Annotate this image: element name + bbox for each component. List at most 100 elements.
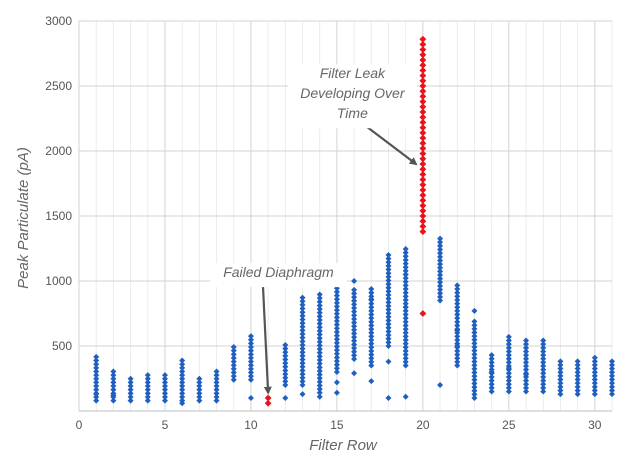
data-point bbox=[299, 298, 306, 305]
data-point bbox=[402, 304, 409, 310]
data-point bbox=[437, 279, 444, 286]
data-point bbox=[368, 340, 375, 347]
data-point bbox=[368, 300, 375, 307]
data-point bbox=[471, 384, 478, 391]
data-point bbox=[402, 293, 409, 300]
data-point bbox=[316, 389, 323, 396]
data-point bbox=[471, 391, 478, 398]
data-point bbox=[282, 371, 289, 378]
data-point bbox=[385, 284, 392, 291]
data-point bbox=[110, 397, 117, 404]
data-point bbox=[591, 376, 598, 383]
data-point bbox=[574, 376, 581, 383]
data-point bbox=[282, 374, 289, 381]
data-point bbox=[179, 368, 186, 375]
data-point bbox=[402, 355, 409, 362]
data-point bbox=[402, 351, 409, 358]
data-point bbox=[505, 341, 512, 348]
data-point bbox=[419, 61, 427, 69]
data-point bbox=[505, 348, 512, 355]
data-point bbox=[505, 370, 512, 377]
data-point bbox=[402, 315, 409, 322]
data-point bbox=[179, 383, 186, 390]
x-tick-label: 10 bbox=[244, 418, 258, 432]
data-point bbox=[368, 344, 375, 351]
data-point bbox=[282, 367, 289, 374]
data-point bbox=[471, 373, 478, 380]
data-point bbox=[437, 253, 444, 260]
data-point bbox=[299, 301, 306, 308]
annotation-text: Developing Over bbox=[300, 85, 406, 101]
data-point bbox=[454, 351, 461, 358]
data-point bbox=[402, 347, 409, 354]
data-point bbox=[419, 134, 427, 142]
data-point bbox=[437, 272, 444, 279]
data-point bbox=[282, 345, 289, 352]
data-point bbox=[574, 383, 581, 390]
data-point bbox=[471, 329, 478, 336]
data-point bbox=[196, 386, 203, 393]
data-point bbox=[351, 348, 358, 355]
data-point bbox=[368, 351, 375, 358]
data-point bbox=[144, 372, 151, 379]
data-point bbox=[385, 306, 392, 313]
data-point bbox=[609, 361, 615, 368]
data-point bbox=[385, 255, 392, 262]
data-point bbox=[213, 383, 220, 390]
data-point bbox=[385, 273, 392, 280]
data-point bbox=[213, 390, 220, 397]
data-point bbox=[144, 383, 151, 390]
data-point bbox=[351, 319, 358, 326]
data-point bbox=[471, 322, 478, 329]
data-point bbox=[333, 365, 340, 372]
data-point bbox=[454, 282, 461, 289]
data-point bbox=[316, 375, 323, 382]
data-point bbox=[333, 343, 340, 350]
data-point bbox=[505, 359, 512, 366]
data-point bbox=[316, 367, 323, 374]
data-point bbox=[230, 358, 237, 365]
data-point bbox=[505, 381, 512, 388]
data-point bbox=[454, 307, 461, 314]
data-point bbox=[505, 344, 512, 351]
data-point bbox=[230, 376, 237, 383]
data-point bbox=[419, 186, 427, 194]
data-point bbox=[419, 228, 427, 235]
data-point bbox=[93, 397, 100, 404]
data-point bbox=[316, 349, 323, 356]
data-point bbox=[419, 113, 427, 121]
data-point bbox=[454, 296, 461, 303]
data-point bbox=[609, 369, 615, 376]
data-point bbox=[557, 387, 564, 394]
data-point bbox=[591, 354, 598, 361]
y-tick-label: 2500 bbox=[45, 79, 72, 93]
data-point bbox=[230, 365, 237, 372]
data-point bbox=[419, 93, 427, 100]
data-point bbox=[419, 124, 427, 131]
data-point bbox=[523, 355, 530, 362]
data-point bbox=[591, 387, 598, 394]
data-point bbox=[454, 311, 461, 318]
data-point bbox=[437, 286, 444, 293]
data-point bbox=[333, 379, 340, 386]
data-point bbox=[591, 369, 598, 376]
y-tick-label: 2000 bbox=[45, 144, 72, 158]
data-point bbox=[264, 399, 272, 407]
data-point bbox=[488, 373, 495, 380]
data-point bbox=[282, 341, 289, 348]
data-point bbox=[93, 375, 100, 382]
data-point bbox=[282, 395, 289, 401]
data-point bbox=[368, 304, 375, 311]
data-point bbox=[333, 354, 340, 361]
data-point bbox=[454, 362, 461, 369]
data-point bbox=[557, 372, 564, 379]
data-point bbox=[110, 368, 117, 375]
data-point bbox=[247, 347, 254, 354]
data-point bbox=[402, 333, 409, 340]
data-point bbox=[316, 386, 323, 393]
data-point bbox=[93, 391, 100, 398]
data-point bbox=[333, 310, 340, 317]
data-point bbox=[333, 369, 340, 375]
data-point bbox=[110, 375, 117, 382]
data-point bbox=[351, 330, 358, 337]
